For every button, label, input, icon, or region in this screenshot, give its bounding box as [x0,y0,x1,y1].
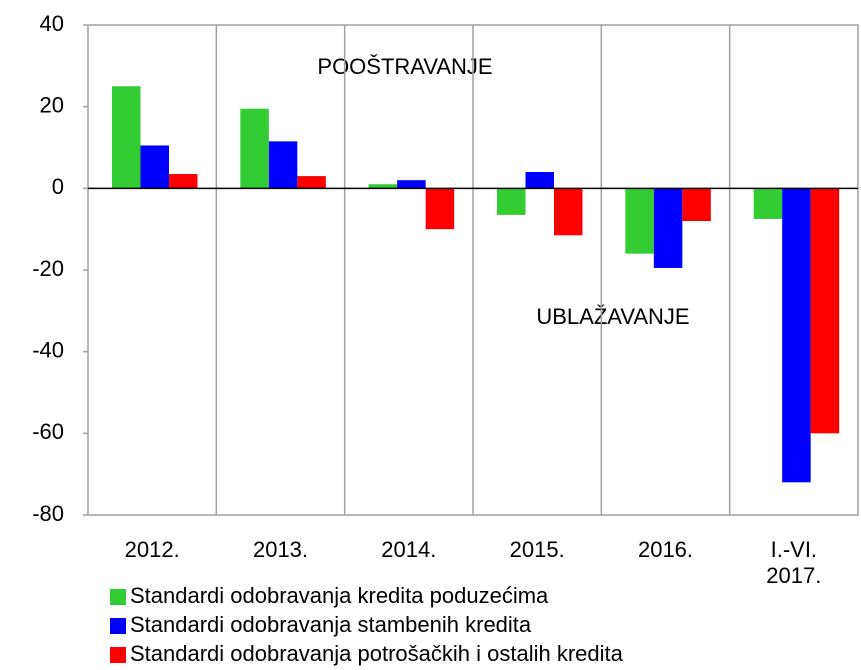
x-tick-label: 2015. [509,537,565,562]
annotation: UBLAŽAVANJE [536,304,689,329]
legend-swatch [110,618,126,634]
bar [753,188,783,219]
legend-swatch [110,589,126,605]
legend-label: Standardi odobravanja kredita poduzećima [130,583,549,608]
bar [368,184,398,189]
bar [268,141,298,189]
x-tick-label: 2012. [124,537,180,562]
bar [810,188,840,434]
y-tick-label: 20 [40,92,64,117]
x-tick-label: I.-VI. 2017. [766,537,822,588]
bar [425,188,455,230]
bar [782,188,811,483]
bar [397,180,426,189]
x-tick-label: 2013. [252,537,309,562]
y-tick-label: -60 [32,419,64,444]
legend-label: Standardi odobravanja potrošačkih i osta… [130,641,624,666]
bar [169,174,198,189]
y-tick-label: -20 [32,256,64,281]
bar [240,108,269,189]
bar [297,176,326,189]
bar [653,188,683,268]
bar [525,172,554,189]
legend-label: Standardi odobravanja stambenih kredita [130,612,532,637]
bar [625,188,654,254]
y-tick-label: -40 [32,337,64,362]
bar [497,188,526,215]
bar [140,145,169,189]
y-tick-label: -80 [32,501,64,526]
x-tick-label: 2014. [381,537,437,562]
bar [682,188,711,221]
x-tick-label: 2016. [637,537,694,562]
y-tick-label: 0 [52,174,64,199]
annotation: POOŠTRAVANJE [317,54,492,79]
legend-swatch [110,647,126,663]
bar [112,86,141,189]
y-tick-label: 40 [40,11,64,36]
bar [554,188,583,236]
